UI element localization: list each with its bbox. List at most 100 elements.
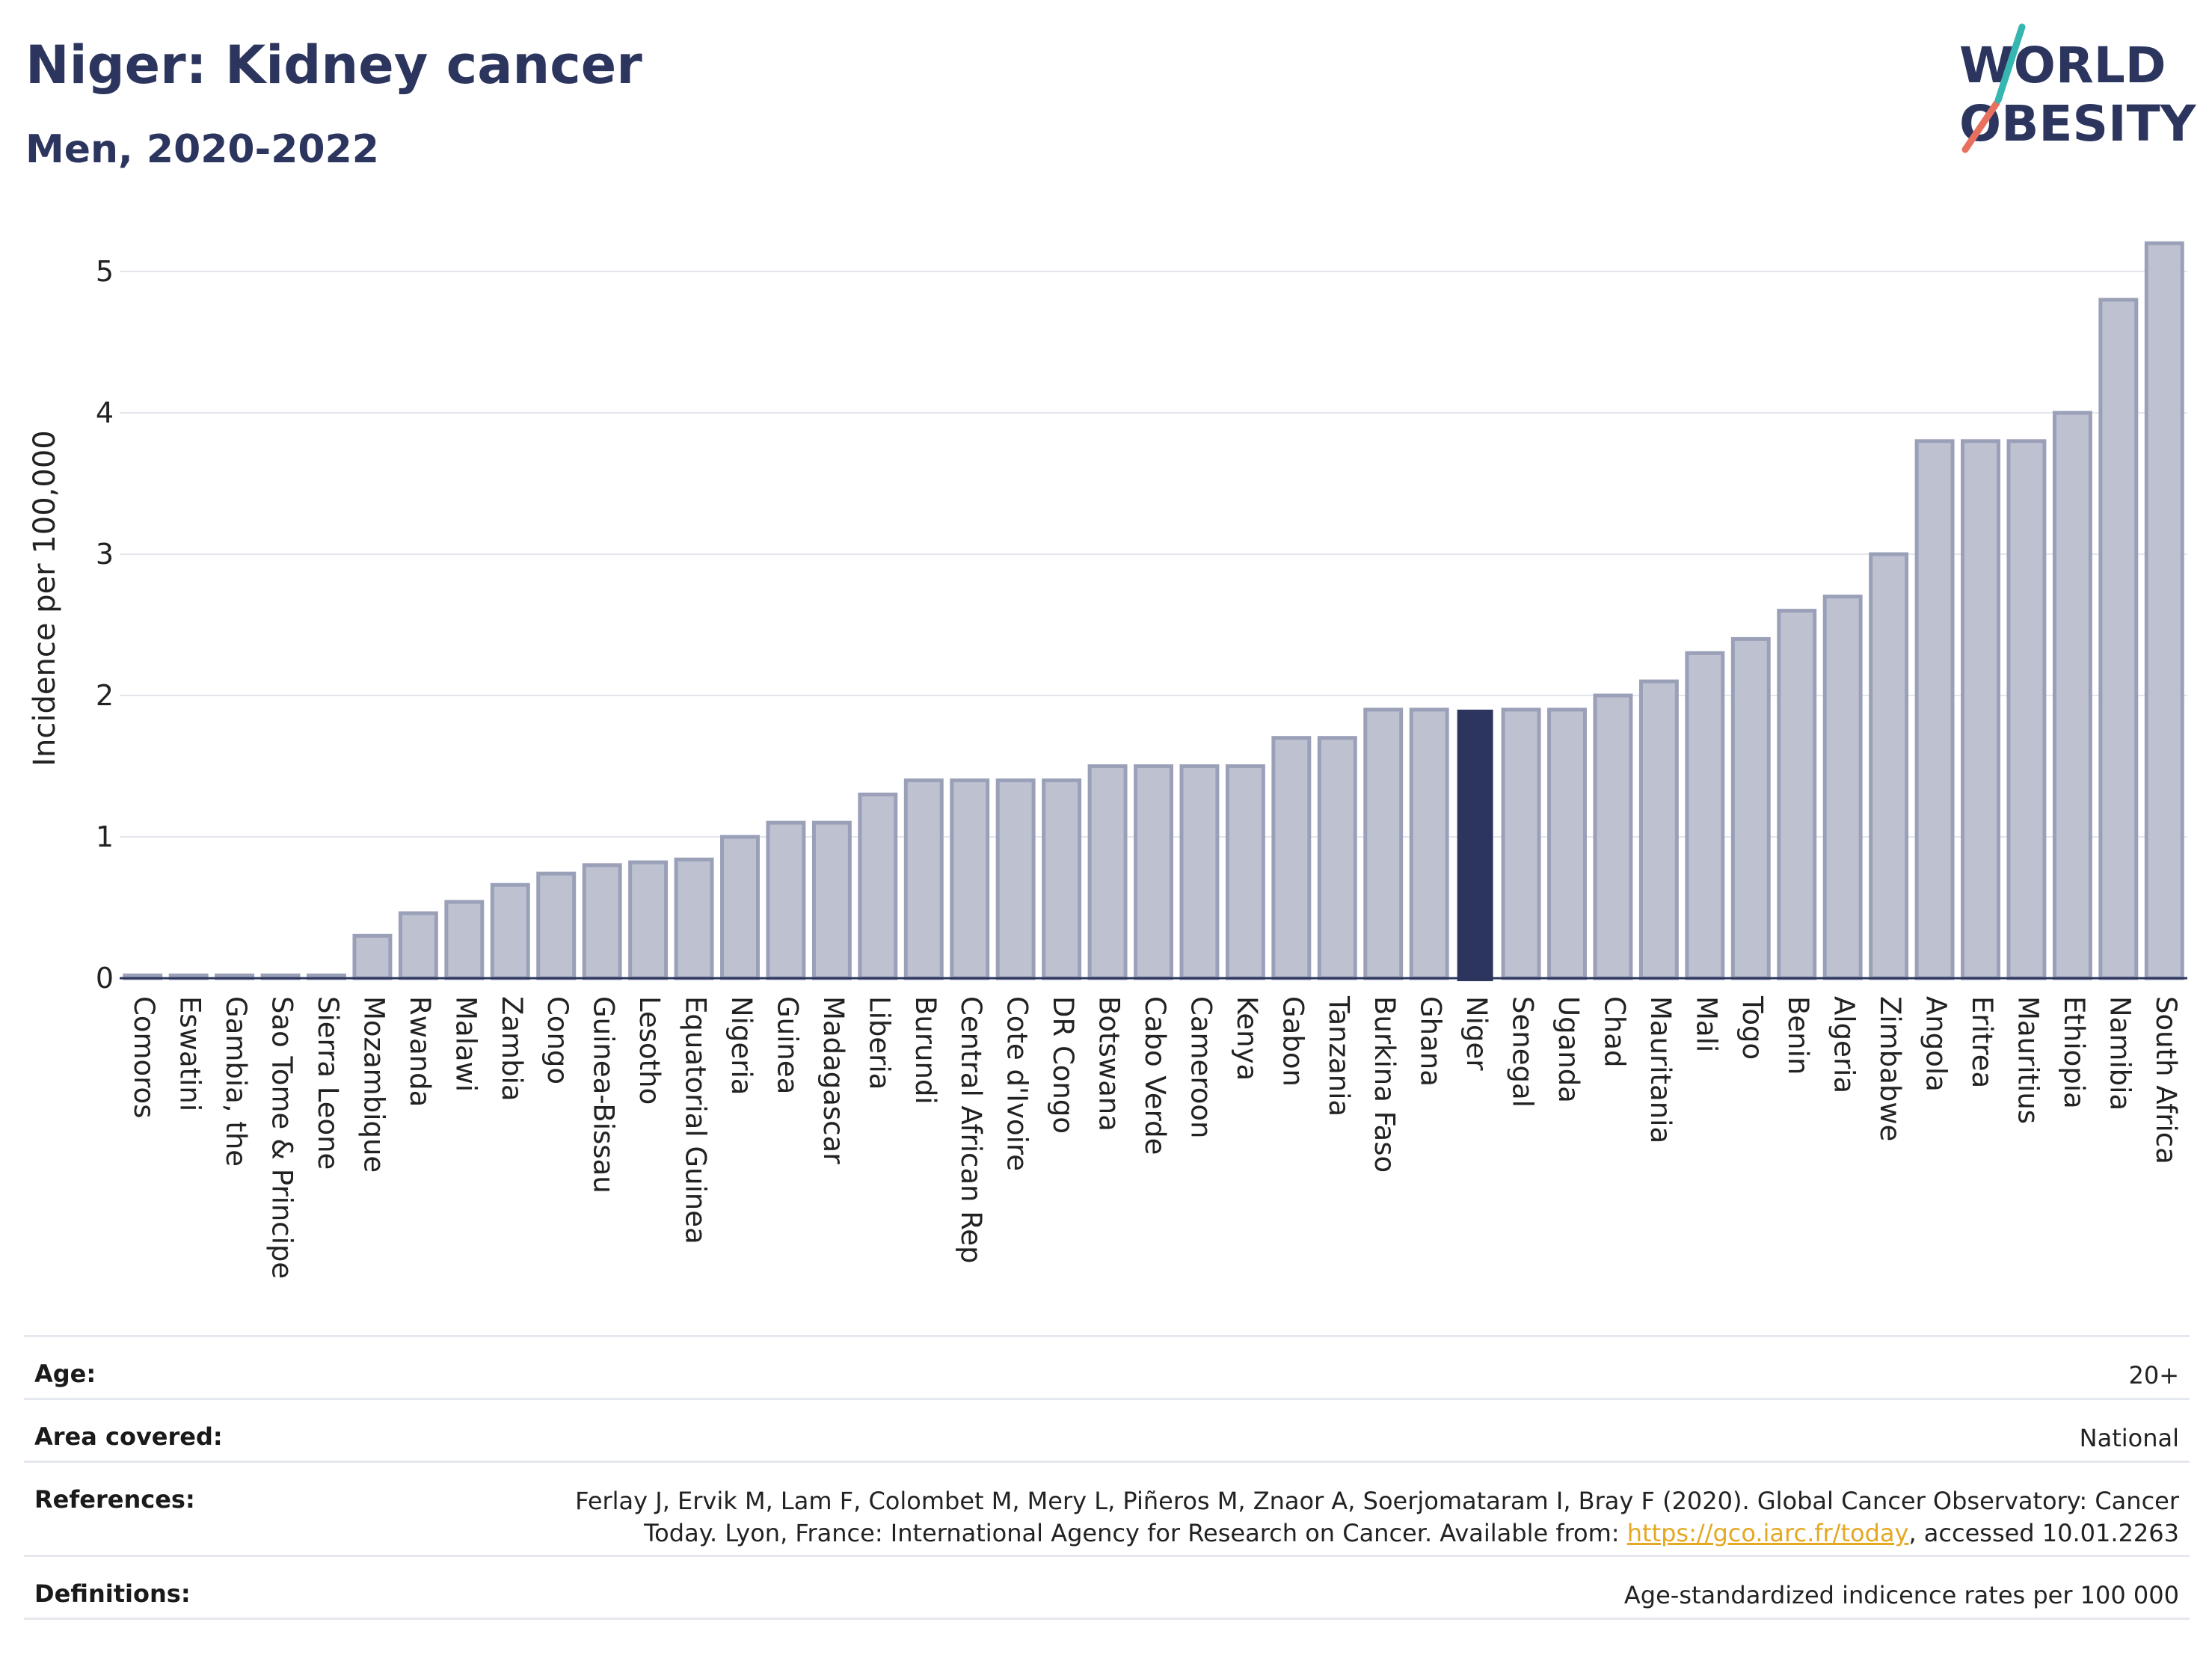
bar [2052, 411, 2092, 980]
x-tick-label: Sierra Leone [312, 996, 344, 1170]
bar [1914, 439, 1955, 980]
bar [1179, 764, 1220, 980]
x-tick-label: Zambia [496, 996, 528, 1102]
bar [536, 871, 577, 980]
y-tick-label: 1 [96, 820, 114, 853]
bar [1363, 707, 1404, 980]
x-tick-label: Algeria [1828, 996, 1861, 1093]
x-tick-label: Gambia, the [220, 996, 252, 1167]
references-line2-post: , accessed 10.01.2263 [1908, 1519, 2179, 1547]
y-tick-label: 3 [96, 538, 114, 571]
bar [1961, 439, 2000, 980]
bar [2006, 439, 2047, 980]
definitions-label: Definitions: [34, 1579, 191, 1608]
y-axis-label: Incidence per 100,000 [28, 430, 62, 767]
x-tick-label: Togo [1736, 995, 1769, 1060]
bar [1042, 778, 1082, 980]
x-tick-label: Senegal [1507, 996, 1539, 1108]
definitions-value: Age-standardized indicence rates per 100… [1623, 1581, 2179, 1609]
bar [1593, 693, 1633, 980]
bar [1638, 679, 1679, 980]
x-tick-label: Burkina Faso [1368, 996, 1401, 1173]
x-tick-label: Kenya [1231, 996, 1263, 1081]
bar [1685, 651, 1725, 980]
x-tick-label: Niger [1460, 996, 1493, 1071]
bar [720, 835, 760, 980]
info-row-references: References: Ferlay J, Ervik M, Lam F, Co… [24, 1461, 2190, 1555]
bar [950, 778, 990, 980]
y-tick-label: 0 [96, 962, 114, 995]
y-tick-label: 2 [96, 679, 114, 712]
bar [490, 882, 530, 980]
bar [1869, 552, 1909, 980]
x-tick-label: Cameroon [1185, 996, 1217, 1138]
bar [1457, 709, 1493, 981]
x-tick-label: Comoros [128, 996, 160, 1118]
bar [1547, 707, 1587, 980]
x-tick-label: Mozambique [357, 996, 390, 1173]
info-row-area: Area covered: National [24, 1398, 2190, 1461]
bar [1409, 707, 1449, 980]
bar [582, 863, 622, 980]
x-tick-label: Gabon [1276, 996, 1309, 1087]
bar [1317, 736, 1357, 980]
x-tick-label: Cabo Verde [1139, 996, 1171, 1155]
x-tick-label: Ghana [1415, 996, 1447, 1087]
info-table: Age: 20+ Area covered: National Referenc… [24, 1335, 2190, 1620]
bar [1777, 609, 1817, 980]
x-tick-label: South Africa [2150, 996, 2182, 1164]
x-tick-label: Namibia [2104, 996, 2136, 1111]
logo-slash-teal [1994, 23, 2026, 104]
logo-line1: WORLD [1959, 37, 2166, 94]
chart-title: Niger: Kidney cancer [25, 34, 642, 96]
bar [444, 900, 485, 980]
x-tick-label: DR Congo [1047, 996, 1079, 1134]
bar [1501, 707, 1541, 980]
y-tick-label: 4 [96, 396, 114, 429]
x-tick-label: Tanzania [1323, 995, 1355, 1117]
chart-subtitle: Men, 2020-2022 [25, 127, 379, 172]
bar [1225, 764, 1265, 980]
x-tick-label: Madagascar [817, 996, 850, 1164]
references-link[interactable]: https://gco.iarc.fr/today [1626, 1519, 1909, 1547]
logo-slash-red [1961, 99, 2000, 153]
bar [858, 792, 898, 980]
x-tick-label: Uganda [1552, 996, 1585, 1103]
area-label: Area covered: [34, 1422, 223, 1451]
x-tick-label: Rwanda [404, 996, 436, 1107]
x-tick-label: Liberia [863, 996, 895, 1090]
x-tick-label: Malawi [449, 996, 482, 1092]
info-row-definitions: Definitions: Age-standardized indicence … [24, 1555, 2190, 1618]
bar [398, 911, 438, 980]
world-obesity-logo: WORLD OBESITY [1959, 23, 2197, 153]
references-line2-pre: Today. Lyon, France: International Agenc… [644, 1519, 1627, 1547]
bar [1822, 595, 1863, 980]
x-tick-label: Lesotho [633, 996, 666, 1105]
references-line1: Ferlay J, Ervik M, Lam F, Colombet M, Me… [575, 1487, 2179, 1515]
x-tick-label: Eswatini [174, 996, 206, 1111]
x-tick-label: Central African Rep [955, 996, 987, 1264]
x-tick-label: Botswana [1093, 996, 1125, 1132]
bar [1087, 764, 1128, 980]
bar [674, 857, 714, 980]
bar-chart: 0 1 2 3 4 5 Comoros Eswatini Gambia, the Sao Tome… [96, 241, 2187, 1279]
area-value: National [2079, 1424, 2179, 1452]
x-tick-label: Guinea [771, 996, 803, 1094]
bar [903, 778, 944, 980]
x-tick-label: Mali [1690, 996, 1722, 1052]
bar [1271, 736, 1312, 980]
x-tick-label: Zimbabwe [1874, 996, 1906, 1141]
x-tick-label: Ethiopia [2058, 996, 2090, 1109]
x-tick-label: Burundi [909, 996, 941, 1105]
bar [1134, 764, 1173, 980]
bar [628, 860, 669, 980]
x-tick-label: Angola [1920, 996, 1953, 1092]
x-tick-label: Nigeria [725, 996, 758, 1095]
x-tick-label: Chad [1598, 996, 1630, 1067]
x-tick-label: Mauritania [1644, 996, 1677, 1143]
bar [995, 778, 1036, 980]
bar [352, 933, 393, 980]
age-value: 20+ [2128, 1361, 2179, 1390]
age-label: Age: [34, 1360, 96, 1388]
bar [2144, 241, 2184, 980]
